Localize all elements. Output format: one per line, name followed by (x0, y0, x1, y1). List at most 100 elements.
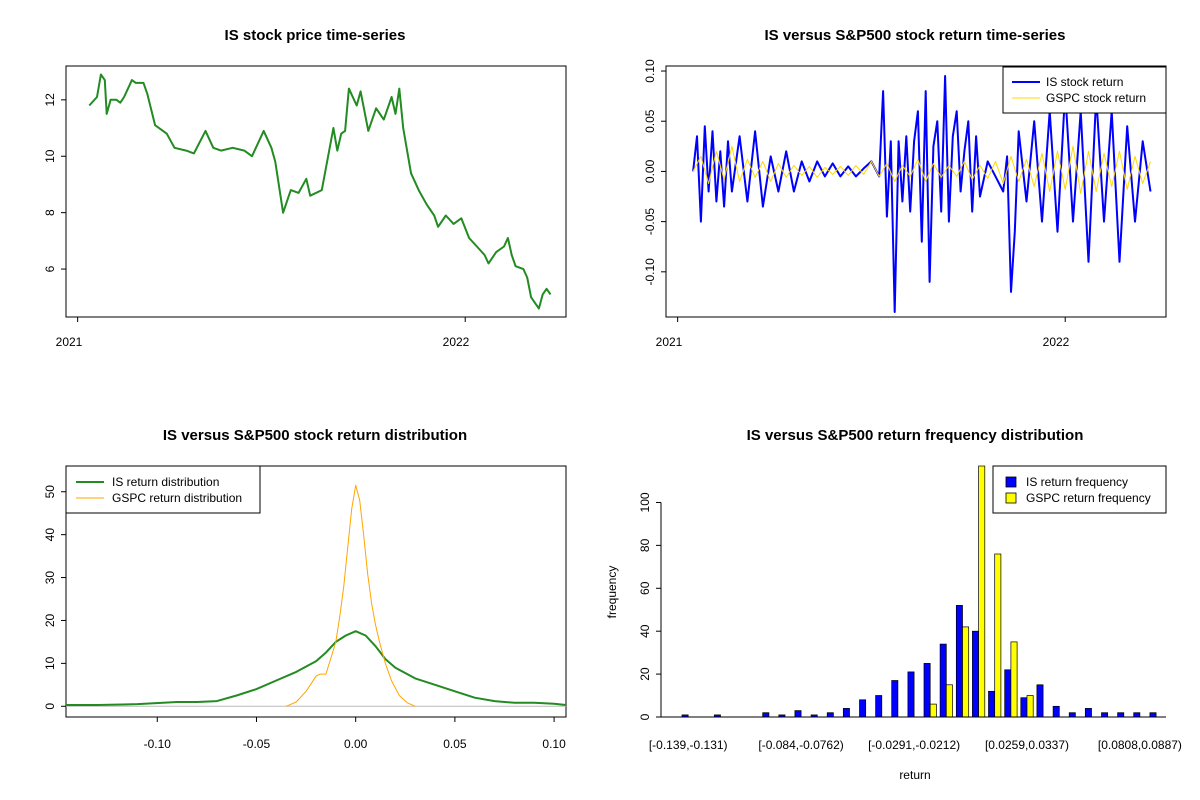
x-tick-label: 2021 (656, 335, 683, 349)
x-tick-label: 2021 (56, 335, 83, 349)
legend-swatch-is (1005, 476, 1017, 488)
y-tick-label: 0 (638, 713, 652, 720)
y-axis: 6 8 10 12 (43, 93, 66, 272)
y-tick-label: 0.00 (643, 159, 657, 183)
bar-gspc (1010, 641, 1018, 718)
price-chart-panel: IS stock price time-series 2021 2022 6 8 1… (43, 27, 567, 349)
y-tick-label: -0.10 (643, 258, 657, 286)
bar-gspc (994, 553, 1002, 718)
x-tick-label: 2022 (443, 335, 470, 349)
x-tick-label: [0.0808,0.0887) (1098, 738, 1182, 752)
series-line-1 (286, 484, 416, 707)
y-axis: -0.10 -0.05 0.00 0.05 0.10 (643, 59, 666, 285)
y-tick-label: 100 (638, 492, 652, 512)
series-line-0 (88, 73, 552, 310)
density-series (66, 484, 567, 707)
bar-is (955, 605, 963, 718)
legend: IS return distribution GSPC return distr… (65, 465, 261, 514)
bar-is (1020, 697, 1028, 718)
frequency-panel: IS versus S&P500 return frequency distri… (605, 427, 1182, 782)
bar-is (923, 663, 931, 718)
bar-is (1052, 705, 1060, 718)
x-axis: 2021 2022 (56, 317, 470, 349)
bar-is (1101, 712, 1109, 718)
y-tick-label: 40 (43, 528, 57, 542)
bar-is (826, 712, 834, 718)
y-tick-label: 8 (43, 209, 57, 216)
legend-label-is: IS return frequency (1026, 475, 1128, 489)
legend-box (65, 465, 261, 514)
return-series (692, 75, 1152, 313)
legend-label-gspc: GSPC return frequency (1026, 491, 1151, 505)
bar-is (1117, 712, 1125, 718)
bar-is (907, 671, 915, 718)
legend: IS return frequency GSPC return frequenc… (992, 465, 1167, 514)
series-line-0 (692, 75, 1152, 313)
bar-gspc (962, 626, 970, 718)
legend-label-gspc: GSPC stock return (1046, 91, 1146, 105)
return-density-panel: IS versus S&P500 stock return distributi… (43, 427, 567, 751)
x-tick-label: [-0.139,-0.131) (649, 738, 728, 752)
legend-label-is: IS stock return (1046, 75, 1123, 89)
y-axis: 0 20 40 60 80 100 (638, 492, 662, 720)
series-line-0 (66, 630, 567, 706)
x-axis-label: return (899, 768, 930, 782)
y-tick-label: 50 (43, 485, 57, 499)
x-tick-label: -0.10 (144, 737, 172, 751)
legend-label-is: IS return distribution (112, 475, 219, 489)
x-tick-label: 0.00 (344, 737, 368, 751)
bar-is (842, 708, 850, 718)
x-tick-label: 0.05 (443, 737, 467, 751)
y-tick-label: 80 (638, 538, 652, 552)
bar-is (1133, 712, 1141, 718)
plot-frame (665, 65, 1167, 318)
bar-is (972, 630, 979, 718)
bar-is (939, 643, 947, 718)
y-tick-label: 10 (43, 149, 57, 163)
bar-gspc (945, 684, 953, 718)
price-series (88, 73, 552, 310)
bar-is (875, 695, 883, 718)
y-tick-label: 30 (43, 571, 57, 585)
x-axis: 2021 2022 (656, 317, 1070, 349)
x-tick-label: 0.10 (542, 737, 566, 751)
legend-box (992, 465, 1167, 514)
plot-frame (65, 465, 567, 718)
y-axis-label: frequency (605, 566, 619, 619)
bar-is (1149, 712, 1157, 718)
bar-is (1084, 708, 1092, 718)
y-tick-label: 10 (43, 656, 57, 670)
plot-frame (65, 65, 567, 318)
y-tick-label: -0.05 (643, 208, 657, 236)
legend: IS stock return GSPC stock return (1002, 66, 1167, 114)
y-tick-label: 0 (43, 703, 57, 710)
bar-gspc (1026, 695, 1034, 718)
x-tick-label: [0.0259,0.0337) (985, 738, 1069, 752)
y-tick-label: 20 (638, 667, 652, 681)
y-tick-label: 40 (638, 624, 652, 638)
y-tick-label: 0.05 (643, 109, 657, 133)
return-timeseries-panel: IS versus S&P500 stock return time-serie… (643, 27, 1167, 349)
bar-gspc (929, 703, 937, 718)
bar-is (859, 699, 867, 718)
bar-is (762, 712, 770, 718)
bar-is (1036, 684, 1044, 718)
bar-is (794, 710, 802, 718)
bar-gspc (978, 465, 986, 718)
chart-title: IS versus S&P500 stock return time-serie… (765, 27, 1066, 44)
chart-title: IS versus S&P500 return frequency distri… (747, 427, 1084, 444)
x-axis: [-0.139,-0.131) [-0.084,-0.0762) [-0.0291,… (649, 738, 1182, 752)
bar-is (1068, 712, 1076, 718)
bar-is (988, 690, 996, 718)
y-tick-label: 6 (43, 265, 57, 272)
x-tick-label: [-0.084,-0.0762) (758, 738, 843, 752)
legend-swatch-gspc (1005, 492, 1017, 504)
x-axis: -0.10 -0.05 0.00 0.05 0.10 (144, 717, 566, 751)
bar-is (891, 680, 899, 718)
legend-box (1002, 66, 1167, 114)
bar-is (1004, 669, 1012, 718)
x-tick-label: [-0.0291,-0.0212) (868, 738, 960, 752)
y-axis: 0 10 20 30 40 50 (43, 485, 66, 710)
series-line-1 (692, 145, 1151, 194)
